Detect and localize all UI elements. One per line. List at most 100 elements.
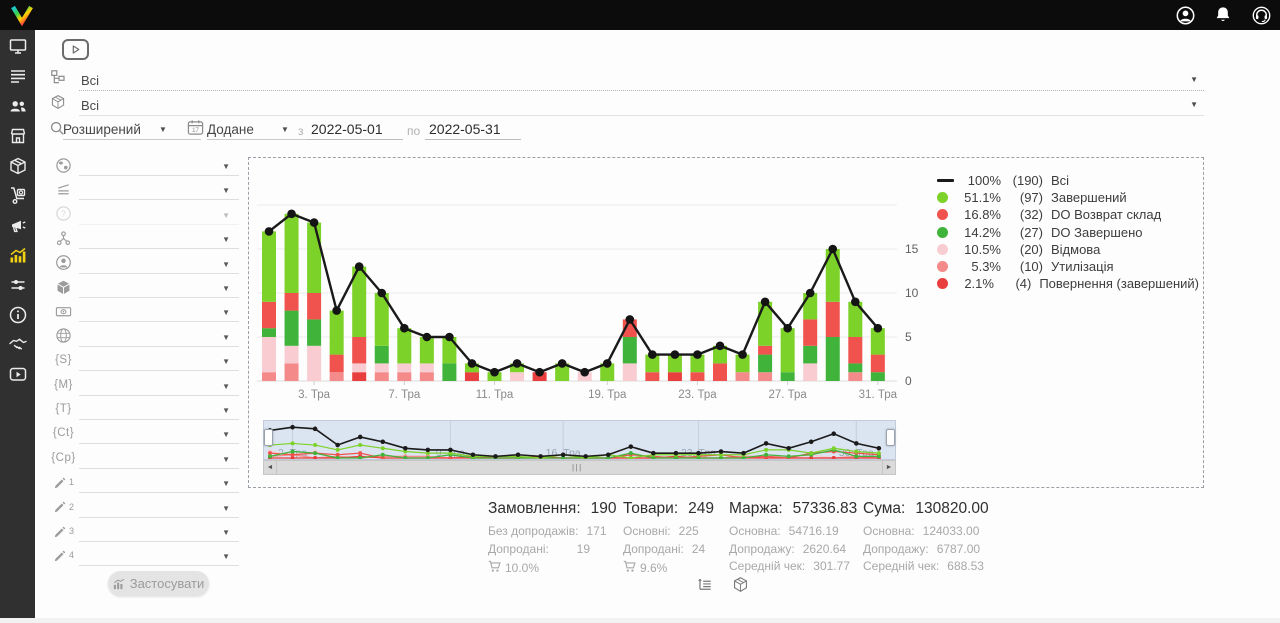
orders-group-value: Всі (81, 73, 100, 88)
minimap-scrollbar[interactable]: ◄ ► ||| (263, 460, 896, 475)
sidebar-item-shipping[interactable] (0, 183, 35, 213)
legend-percent: 5.3% (971, 259, 1001, 275)
legend-percent: 51.1% (964, 190, 1001, 206)
filter-select-pencil-2[interactable]: ▼ (79, 497, 239, 518)
sidebar-item-settings[interactable] (0, 272, 35, 302)
legend-percent: 14.2% (964, 224, 1001, 240)
legend-label: DO Завершено (1051, 224, 1143, 240)
play-help-button[interactable] (62, 39, 89, 60)
products-select[interactable]: Всі ▼ (79, 96, 1204, 116)
sidebar-item-video[interactable] (0, 362, 35, 392)
filter-select-brace-s[interactable]: ▼ (79, 350, 239, 372)
filter-row-brace-ct: {Ct} ▼ (48, 422, 239, 445)
chevron-down-icon: ▼ (222, 210, 230, 220)
scroll-right-icon[interactable]: ► (882, 461, 895, 474)
sidebar-item-info[interactable] (0, 302, 35, 332)
legend-item[interactable]: 10.5% (20) Відмова (937, 241, 1199, 258)
filter-select-brace-ct[interactable]: ▼ (79, 423, 239, 445)
legend-dot-swatch (937, 192, 948, 204)
filter-row-layers: ▼ (48, 178, 239, 201)
sidebar-item-warehouse[interactable] (0, 123, 35, 153)
legend-count: (190) (1012, 173, 1043, 189)
date-from-input[interactable]: 2022-05-01 (307, 120, 403, 140)
legend-count: (20) (1019, 241, 1043, 257)
stat-row-value: 6787.00 (936, 541, 981, 556)
legend-dot-swatch (937, 261, 948, 273)
filter-select-cube[interactable]: ▼ (79, 277, 239, 298)
hierarchy-icon (50, 69, 66, 90)
legend-item[interactable]: 100% (190) Всі (937, 172, 1199, 189)
stat-title: Маржа: (729, 500, 783, 517)
stat-title: Сума: (863, 500, 906, 517)
legend-item[interactable]: 2.1% (4) Повернення (завершений) (937, 275, 1199, 292)
date-from-value: 2022-05-01 (311, 121, 383, 137)
stat-row-label: Допродані: (623, 541, 684, 556)
sidebar-item-products[interactable] (0, 153, 35, 183)
user-icon[interactable] (1174, 4, 1196, 26)
pencil-number: 4 (68, 550, 74, 561)
legend-item[interactable]: 5.3% (10) Утилізація (937, 258, 1199, 275)
apply-button[interactable]: Застосувати (108, 571, 209, 596)
search-mode-select[interactable]: Розширений ▼ (63, 120, 201, 140)
minimap-left-handle[interactable] (264, 429, 273, 446)
sidebar-item-orders[interactable] (0, 64, 35, 94)
topbar-actions (1174, 4, 1272, 26)
stat-row-label: Середній чек: (729, 559, 806, 573)
sidebar-item-partners[interactable] (0, 332, 35, 362)
sidebar-item-customers[interactable] (0, 94, 35, 124)
brace-label: {T} (55, 403, 72, 415)
filter-select-pencil-3[interactable]: ▼ (79, 521, 239, 542)
date-field-select[interactable]: Додане ▼ (207, 120, 339, 140)
products-view-icon[interactable] (732, 576, 749, 598)
pencil-number: 2 (68, 501, 74, 512)
user-circle-icon (48, 252, 79, 274)
filter-select-user-circle[interactable]: ▼ (79, 253, 239, 274)
chart-minimap[interactable]: 2. Тра 9. Тра 16. Тра 23. Тра 30. Тра (263, 420, 896, 460)
date-to-input[interactable]: 2022-05-31 (425, 120, 521, 140)
filter-select-help[interactable]: ▼ (79, 204, 239, 225)
filter-select-brace-m[interactable]: ▼ (79, 375, 239, 396)
orders-group-select[interactable]: Всі ▼ (79, 71, 1204, 91)
stat-value: 190 (590, 500, 617, 517)
scroll-left-icon[interactable]: ◄ (264, 461, 277, 474)
stat-row-value: 24 (691, 541, 706, 556)
brace-s-icon: {S} (48, 349, 79, 371)
filter-select-pencil-4[interactable]: ▼ (79, 545, 239, 567)
date-to-label: по (407, 124, 421, 138)
chevron-down-icon: ▼ (222, 430, 230, 440)
filter-row-pencil-1: 1 ▼ (48, 471, 239, 494)
chevron-down-icon: ▼ (222, 332, 230, 342)
legend-item[interactable]: 14.2% (27) DO Завершено (937, 224, 1199, 241)
filter-select-pencil-1[interactable]: ▼ (79, 472, 239, 494)
legend-percent: 2.1% (964, 276, 994, 292)
filter-row-globe: ▼ (48, 154, 239, 176)
legend-item[interactable]: 51.1% (97) Завершений (937, 189, 1199, 206)
bell-icon[interactable] (1212, 4, 1234, 26)
sidebar-item-marketing[interactable] (0, 213, 35, 243)
minimap-right-handle[interactable] (886, 429, 895, 446)
brace-ct-icon: {Ct} (48, 422, 79, 444)
stat-row-label: Допродажу: (729, 541, 795, 556)
list-view-icon[interactable] (696, 576, 713, 598)
pencil-number: 3 (68, 526, 74, 536)
filter-select-globe-grid[interactable]: ▼ (79, 326, 239, 347)
chevron-down-icon: ▼ (222, 406, 230, 415)
support-headset-icon[interactable] (1250, 4, 1272, 26)
filter-select-sitemap[interactable]: ▼ (79, 228, 239, 250)
filter-select-layers[interactable]: ▼ (79, 179, 239, 201)
legend-item[interactable]: 16.8% (32) DO Возврат склад (937, 206, 1199, 223)
filter-select-brace-t[interactable]: ▼ (79, 399, 239, 420)
sidebar (0, 30, 35, 618)
sidebar-item-dashboard[interactable] (0, 34, 35, 64)
legend-dot-swatch (937, 209, 948, 221)
filter-row-brace-m: {M} ▼ (48, 374, 239, 396)
brace-cp-icon: {Cp} (48, 447, 79, 469)
sidebar-item-analytics[interactable] (0, 243, 35, 273)
scrollbar-grip[interactable]: ||| (572, 463, 583, 472)
legend-dot-swatch (937, 278, 948, 290)
filter-select-banknote[interactable]: ▼ (79, 301, 239, 323)
brace-label: {M} (54, 378, 73, 391)
filter-select-brace-cp[interactable]: ▼ (79, 448, 239, 469)
filter-select-globe[interactable]: ▼ (79, 155, 239, 176)
globe-icon (48, 154, 79, 176)
